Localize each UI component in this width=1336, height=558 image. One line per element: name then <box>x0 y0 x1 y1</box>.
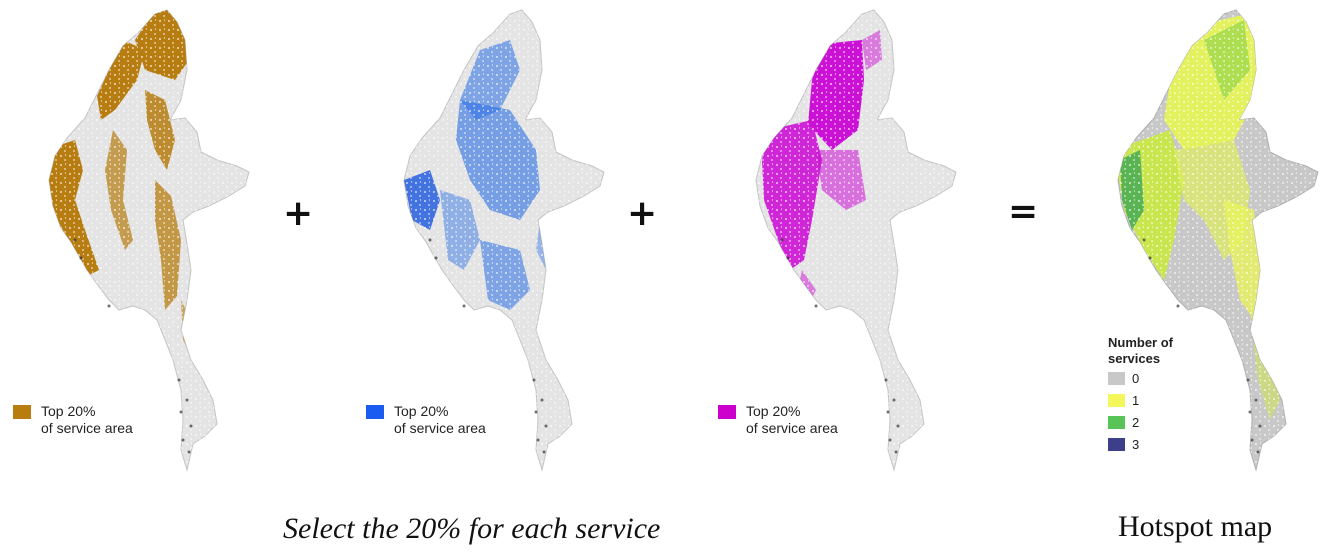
legend-swatch <box>1108 437 1125 451</box>
hotspot-map-panel: Number of services 0 1 2 3 <box>1088 0 1336 480</box>
hotspot-legend-row: 1 <box>1108 389 1198 411</box>
hotspot-legend-row: 0 <box>1108 367 1198 389</box>
plus-operator: + <box>627 193 658 234</box>
hotspot-legend-title: Number of services <box>1108 335 1173 366</box>
plus-operator: + <box>283 193 314 234</box>
legend-line-2: of service area <box>394 420 486 436</box>
hotspot-legend-label: 3 <box>1132 436 1140 452</box>
legend-swatch <box>1108 415 1125 429</box>
legend-swatch <box>13 405 31 419</box>
select-caption: Select the 20% for each service <box>283 512 661 545</box>
equals-operator: = <box>1008 191 1039 232</box>
hotspot-legend: Number of services 0 1 2 3 <box>1108 335 1198 455</box>
legend-line-1: Top 20% <box>41 403 96 419</box>
hotspot-legend-label: 0 <box>1132 370 1140 386</box>
coastal-islands <box>73 238 193 454</box>
hotspot-caption: Hotspot map <box>1118 510 1273 543</box>
legend-magenta: Top 20% of service area <box>718 403 838 437</box>
service-map-blue <box>403 9 605 471</box>
coastal-islands <box>780 238 900 454</box>
service-map-magenta-panel: Top 20% of service area <box>712 0 1012 480</box>
legend-line-1: Top 20% <box>746 403 801 419</box>
legend-swatch <box>718 405 736 419</box>
legend-swatch <box>1108 393 1125 407</box>
service-map-brown <box>48 9 250 471</box>
service-map-magenta <box>755 9 957 471</box>
hotspot-legend-label: 1 <box>1132 392 1140 408</box>
legend-swatch <box>1108 371 1125 385</box>
hotspot-legend-row: 2 <box>1108 411 1198 433</box>
legend-line-1: Top 20% <box>394 403 449 419</box>
hotspot-legend-row: 3 <box>1108 433 1198 455</box>
legend-line-2: of service area <box>746 420 838 436</box>
legend-brown: Top 20% of service area <box>13 403 133 437</box>
hotspot-legend-label: 2 <box>1132 414 1140 430</box>
legend-blue: Top 20% of service area <box>366 403 486 437</box>
legend-line-2: of service area <box>41 420 133 436</box>
coastal-islands <box>428 238 548 454</box>
service-map-brown-panel: Top 20% of service area <box>5 0 305 480</box>
service-map-blue-panel: Top 20% of service area <box>360 0 660 480</box>
coastal-islands <box>1142 238 1262 454</box>
hotspot-map <box>1117 9 1319 471</box>
legend-swatch <box>366 405 384 419</box>
